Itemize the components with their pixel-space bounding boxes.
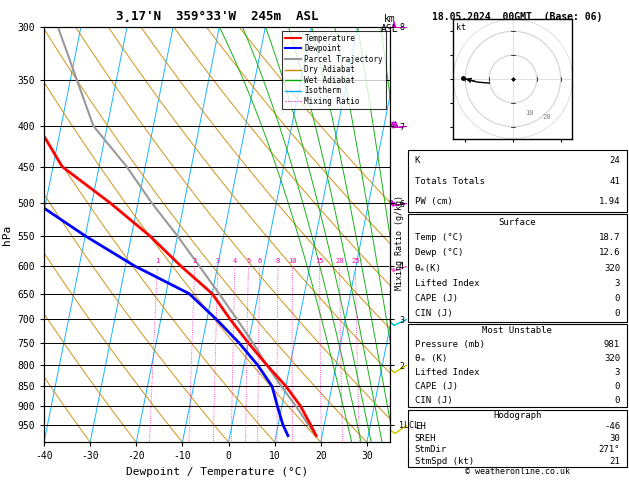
Text: 18.05.2024  00GMT  (Base: 06): 18.05.2024 00GMT (Base: 06): [432, 12, 603, 22]
Text: 1: 1: [155, 258, 160, 263]
Text: 10: 10: [525, 110, 534, 116]
Text: 18.7: 18.7: [599, 233, 620, 242]
Text: Lifted Index: Lifted Index: [415, 279, 479, 288]
Text: Most Unstable: Most Unstable: [482, 327, 552, 335]
Text: 24: 24: [610, 156, 620, 165]
Text: 4: 4: [233, 258, 237, 263]
Text: K: K: [415, 156, 420, 165]
Text: CIN (J): CIN (J): [415, 396, 452, 405]
Text: Pressure (mb): Pressure (mb): [415, 340, 484, 349]
Text: km: km: [384, 14, 396, 24]
Text: 271°: 271°: [599, 445, 620, 454]
Text: 3: 3: [615, 368, 620, 377]
Text: SREH: SREH: [415, 434, 436, 443]
Text: θₑ(K): θₑ(K): [415, 263, 442, 273]
Text: Mixing Ratio (g/kg): Mixing Ratio (g/kg): [395, 195, 404, 291]
Text: 30: 30: [610, 434, 620, 443]
Text: -46: -46: [604, 422, 620, 432]
Text: 1.94: 1.94: [599, 197, 620, 206]
Text: StmDir: StmDir: [415, 445, 447, 454]
Text: 41: 41: [610, 176, 620, 186]
Text: CAPE (J): CAPE (J): [415, 294, 458, 303]
Text: 981: 981: [604, 340, 620, 349]
Text: 10: 10: [288, 258, 297, 263]
Text: Surface: Surface: [499, 218, 536, 226]
Text: kt: kt: [456, 23, 466, 32]
Legend: Temperature, Dewpoint, Parcel Trajectory, Dry Adiabat, Wet Adiabat, Isotherm, Mi: Temperature, Dewpoint, Parcel Trajectory…: [282, 31, 386, 109]
Text: Lifted Index: Lifted Index: [415, 368, 479, 377]
Text: Temp (°C): Temp (°C): [415, 233, 463, 242]
Bar: [408, 150, 626, 212]
Text: EH: EH: [415, 422, 425, 432]
Text: StmSpd (kt): StmSpd (kt): [415, 457, 474, 466]
Text: 0: 0: [615, 294, 620, 303]
Text: Dewp (°C): Dewp (°C): [415, 248, 463, 257]
Text: PW (cm): PW (cm): [415, 197, 452, 206]
Text: ASL: ASL: [381, 24, 399, 34]
Text: © weatheronline.co.uk: © weatheronline.co.uk: [465, 468, 570, 476]
Bar: [408, 410, 626, 467]
Text: 2: 2: [192, 258, 197, 263]
X-axis label: Dewpoint / Temperature (°C): Dewpoint / Temperature (°C): [126, 467, 308, 477]
Bar: [408, 214, 626, 322]
Text: 20: 20: [542, 115, 550, 121]
Text: 3¸17'N  359°33'W  245m  ASL: 3¸17'N 359°33'W 245m ASL: [116, 11, 318, 23]
Text: Totals Totals: Totals Totals: [415, 176, 484, 186]
Text: 20: 20: [335, 258, 344, 263]
Text: CIN (J): CIN (J): [415, 310, 452, 318]
Text: Hodograph: Hodograph: [493, 411, 542, 420]
Text: 3: 3: [216, 258, 220, 263]
Text: 320: 320: [604, 263, 620, 273]
Text: 21: 21: [610, 457, 620, 466]
Text: 0: 0: [615, 382, 620, 391]
Y-axis label: hPa: hPa: [2, 225, 12, 244]
Bar: [408, 324, 626, 407]
Text: 25: 25: [351, 258, 360, 263]
Text: 0: 0: [615, 396, 620, 405]
Text: 15: 15: [315, 258, 324, 263]
Text: 8: 8: [276, 258, 280, 263]
Text: 6: 6: [258, 258, 262, 263]
Text: 3: 3: [615, 279, 620, 288]
Text: 0: 0: [615, 310, 620, 318]
Text: 12.6: 12.6: [599, 248, 620, 257]
Text: 5: 5: [247, 258, 250, 263]
Text: 320: 320: [604, 354, 620, 363]
Text: θₑ (K): θₑ (K): [415, 354, 447, 363]
Text: CAPE (J): CAPE (J): [415, 382, 458, 391]
